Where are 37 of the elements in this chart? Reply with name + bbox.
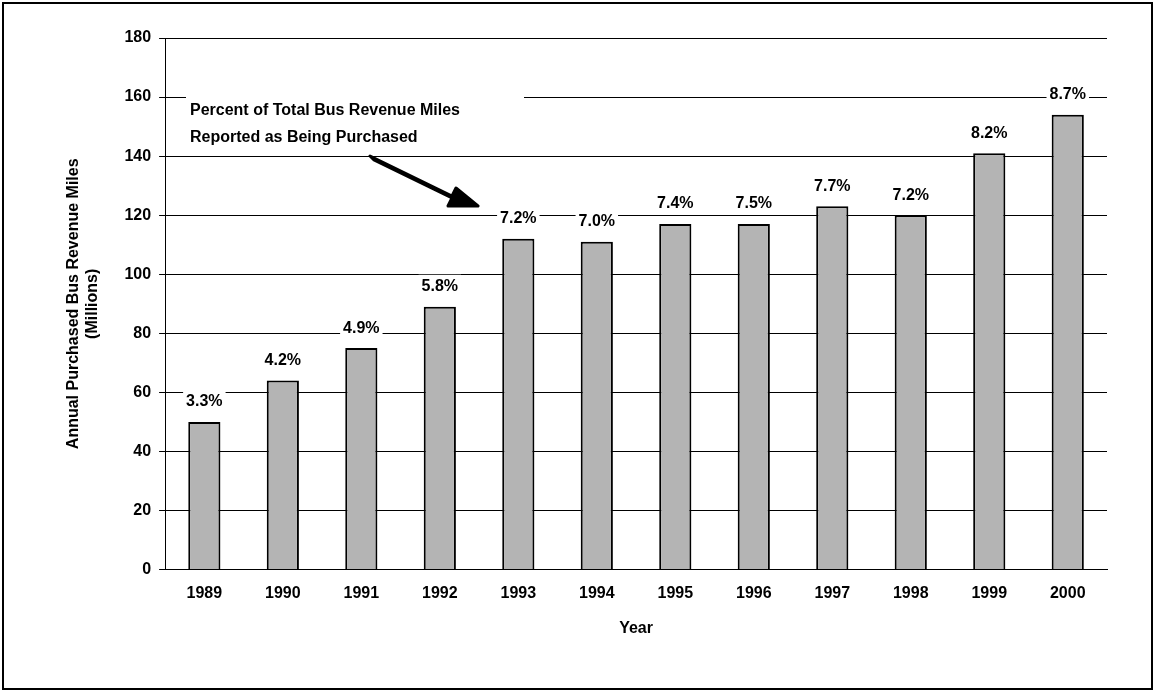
- annotation: 7.7%: [814, 176, 851, 194]
- x-tick-label: 1990: [265, 583, 301, 601]
- x-tick-label: 1999: [971, 583, 1008, 601]
- annotation: 5.8%: [421, 277, 459, 295]
- y-tick-label: 100: [124, 264, 152, 282]
- annotation: 4.9%: [343, 318, 380, 336]
- annotation: Percent of Total Bus Revenue Miles Reported as Being Purchased: [189, 100, 461, 147]
- x-tick-label: 1992: [422, 583, 458, 601]
- x-tick-label: 1989: [186, 583, 223, 601]
- y-tick-label: 180: [124, 28, 152, 46]
- x-tick-label: 1995: [657, 583, 694, 601]
- x-tick-label: 1994: [579, 583, 615, 601]
- y-tick-label: 0: [142, 560, 152, 578]
- x-tick-label: 1991: [343, 583, 380, 601]
- x-tick-label: 1997: [814, 583, 851, 601]
- y-tick-label: 40: [133, 441, 152, 459]
- y-tick-label: 80: [133, 323, 152, 341]
- x-tick-label: 1998: [892, 583, 929, 601]
- annotation: 4.2%: [264, 350, 302, 368]
- annotation: 7.0%: [578, 212, 616, 230]
- x-tick-label: 1996: [735, 583, 772, 601]
- y-tick-label: 60: [133, 382, 152, 400]
- x-tick-label: 1993: [500, 583, 537, 601]
- y-tick-label: 120: [124, 205, 152, 223]
- y-tick-label: 140: [124, 146, 152, 164]
- y-tick-label: 160: [124, 87, 152, 105]
- y-tick-label: 20: [133, 500, 152, 518]
- x-axis-title: Year: [619, 618, 653, 636]
- annotation: 8.7%: [1049, 85, 1086, 103]
- annotation: 7.2%: [892, 185, 929, 203]
- annotation: 7.5%: [735, 194, 773, 212]
- x-tick-label: 2000: [1049, 583, 1086, 601]
- annotation: 8.2%: [971, 123, 1008, 141]
- annotation: 7.2%: [500, 209, 537, 227]
- annotation: 3.3%: [186, 392, 223, 410]
- y-axis-title: Annual Purchased Bus Revenue Miles (Millions): [64, 158, 101, 450]
- annotation: 7.4%: [657, 194, 694, 212]
